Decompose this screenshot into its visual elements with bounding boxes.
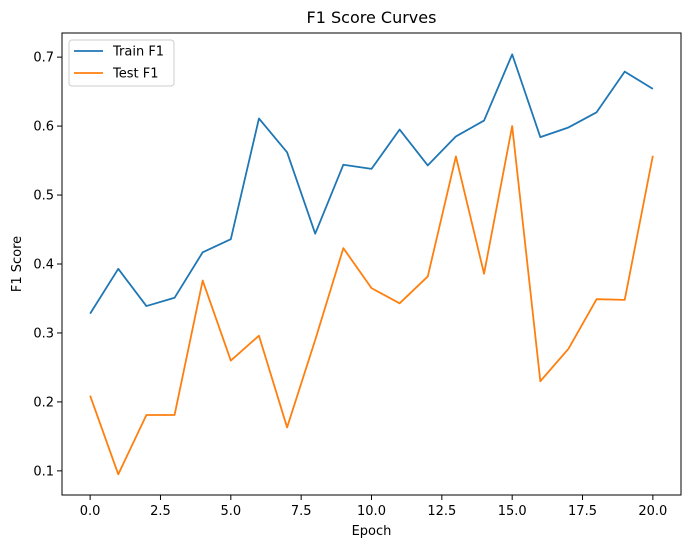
y-tick-label: 0.1 [33,464,54,479]
x-tick-label: 17.5 [568,504,597,519]
x-tick-label: 7.5 [291,504,312,519]
plot-area [89,53,654,476]
y-axis-label: F1 Score [10,236,25,292]
x-tick-label: 10.0 [357,504,386,519]
y-axis: 0.1 0.2 0.3 0.4 0.5 0.6 0.7 [33,51,62,479]
y-tick-label: 0.5 [33,189,54,204]
y-tick-label: 0.3 [33,326,54,341]
y-tick-label: 0.4 [33,258,54,273]
y-tick-label: 0.6 [33,120,54,135]
legend: Train F1 Test F1 [68,39,175,87]
chart-title: F1 Score Curves [307,8,437,27]
x-axis-label: Epoch [352,524,392,539]
train-f1-line [89,53,654,315]
legend-label-train-f1: Train F1 [112,45,164,60]
x-tick-label: 12.5 [427,504,456,519]
y-tick-label: 0.2 [33,395,54,410]
legend-label-test-f1: Test F1 [112,67,158,82]
x-axis: 0.0 2.5 5.0 7.5 10.0 12.5 15.0 17.5 20.0 [80,495,667,519]
x-tick-label: 5.0 [220,504,241,519]
y-tick-label: 0.7 [33,51,54,66]
test-f1-line [89,125,654,476]
x-tick-label: 15.0 [498,504,527,519]
x-tick-label: 0.0 [80,504,101,519]
x-tick-label: 20.0 [638,504,667,519]
x-tick-label: 2.5 [150,504,171,519]
